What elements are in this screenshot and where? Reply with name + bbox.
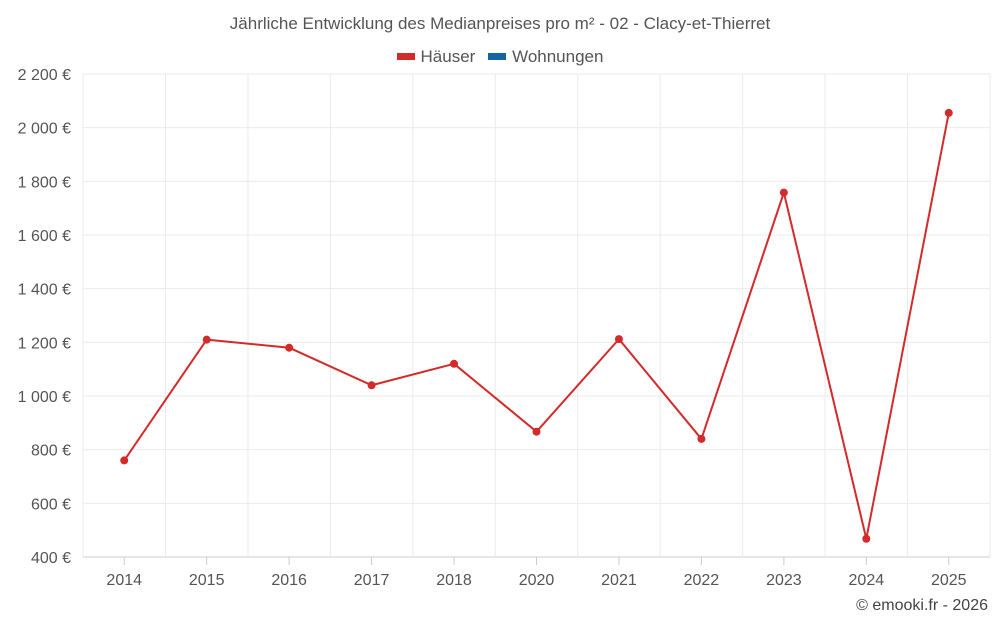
legend-swatch-houses (396, 53, 415, 60)
legend-label-apartments: Wohnungen (512, 46, 604, 66)
data-point (697, 434, 706, 443)
x-tick-label: 2023 (766, 572, 802, 589)
x-tick-label: 2018 (436, 572, 472, 589)
legend: Häuser Wohnungen (0, 45, 1000, 67)
legend-item-houses[interactable]: Häuser (396, 46, 476, 67)
x-tick-label: 2014 (106, 572, 142, 589)
y-tick-label: 1 600 € (18, 228, 71, 245)
data-point (614, 335, 623, 344)
x-tick-label: 2016 (271, 572, 307, 589)
y-tick-label: 1 000 € (18, 389, 71, 406)
data-point (450, 359, 459, 368)
data-point (944, 108, 953, 117)
x-tick-label: 2025 (931, 572, 967, 589)
copyright-text: © emooki.fr - 2026 (856, 597, 988, 614)
chart-title: Jährliche Entwicklung des Medianpreises … (229, 14, 771, 33)
legend-label-houses: Häuser (420, 46, 476, 66)
y-tick-label: 1 200 € (18, 335, 71, 352)
y-tick-label: 2 200 € (18, 67, 71, 84)
legend-item-apartments[interactable]: Wohnungen (488, 47, 603, 67)
data-point (120, 456, 129, 465)
data-point (779, 188, 788, 197)
y-tick-label: 2 000 € (18, 121, 71, 138)
data-point (202, 335, 211, 344)
legend-swatch-apartments (488, 53, 507, 60)
y-tick-label: 400 € (31, 550, 71, 567)
x-tick-label: 2020 (519, 572, 555, 589)
data-point (862, 534, 871, 543)
y-tick-label: 1 400 € (18, 282, 71, 299)
data-point (367, 381, 376, 390)
x-tick-label: 2024 (849, 572, 885, 589)
y-tick-label: 600 € (31, 496, 71, 513)
x-tick-label: 2017 (354, 572, 390, 589)
x-tick-label: 2021 (601, 572, 637, 589)
x-tick-label: 2022 (684, 572, 720, 589)
data-point (532, 427, 541, 436)
y-tick-label: 800 € (31, 443, 71, 460)
y-tick-label: 1 800 € (18, 174, 71, 191)
data-point (285, 343, 294, 352)
x-tick-label: 2015 (189, 572, 225, 589)
